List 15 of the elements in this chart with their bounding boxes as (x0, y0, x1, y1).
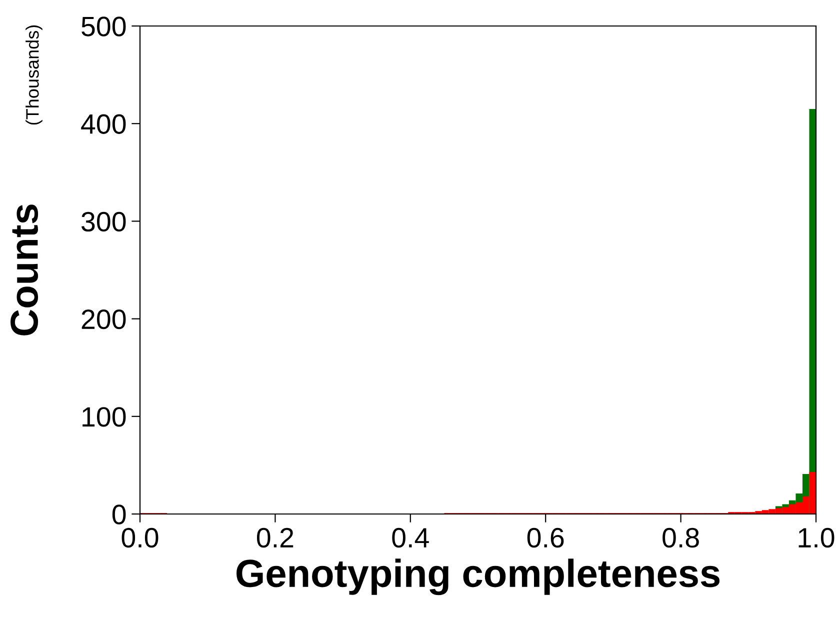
y-tick-label: 300 (82, 212, 126, 232)
x-tick-label: 0.8 (662, 528, 699, 548)
y-tick-label: 100 (82, 407, 126, 427)
x-axis-title: Genotyping completeness (236, 558, 720, 596)
y-tick-label: 0 (112, 504, 126, 524)
x-tick-label: 0.0 (122, 528, 158, 548)
y-tick-label: 400 (81, 114, 126, 134)
x-tick-label: 0.2 (256, 528, 294, 548)
x-tick-label: 1.0 (798, 528, 834, 548)
x-tick-label: 0.6 (527, 528, 564, 548)
text: (Thousands) (26, 25, 42, 125)
y-axis-title: Counts (10, 204, 38, 336)
y-tick-label: 500 (82, 16, 126, 36)
y-tick-label: 200 (82, 309, 126, 330)
x-tick-label: 0.4 (392, 528, 429, 548)
